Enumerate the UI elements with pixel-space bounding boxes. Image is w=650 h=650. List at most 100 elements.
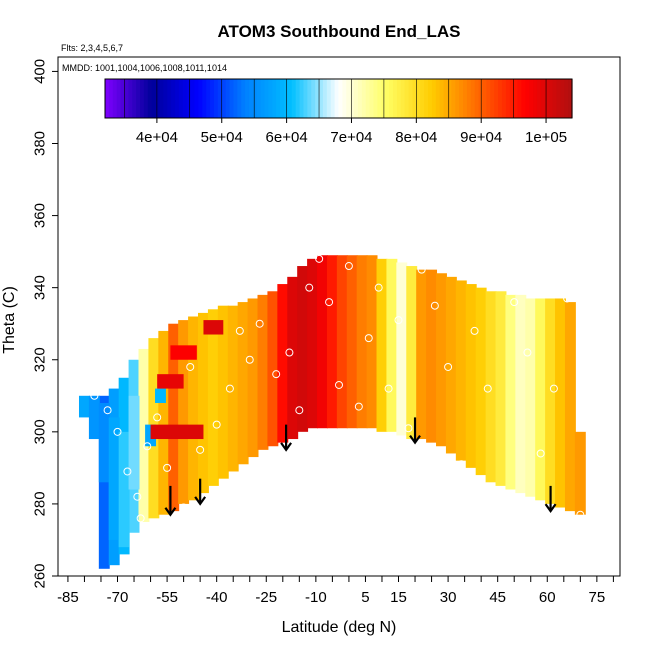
observation-marker	[235, 326, 244, 335]
colorbar-swatch	[552, 79, 558, 118]
colorbar-swatch	[498, 79, 503, 118]
observation-marker	[212, 420, 221, 429]
blue-patch-column	[108, 417, 120, 540]
colorbar-swatch	[256, 79, 262, 118]
field-column	[207, 309, 219, 486]
x-tick-label: 15	[390, 589, 407, 606]
field-column	[495, 291, 507, 486]
colorbar-swatch	[307, 79, 312, 118]
arrow-marker	[194, 478, 207, 506]
colorbar-swatch	[276, 79, 281, 118]
observation-marker	[179, 503, 188, 512]
colorbar-swatch	[326, 79, 332, 118]
colorbar-swatch	[525, 79, 530, 118]
field-column	[138, 348, 150, 522]
colorbar-swatch	[568, 79, 573, 118]
colorbar-swatch	[213, 79, 219, 118]
colorbar-swatch	[252, 79, 258, 118]
field-column	[535, 298, 547, 501]
colorbar-swatch	[420, 79, 425, 118]
colorbar-swatch	[463, 79, 468, 118]
y-axis-label: Theta (C)	[1, 286, 18, 354]
x-tick-label: 5	[361, 589, 369, 606]
field-column	[307, 258, 319, 429]
observation-marker	[272, 370, 281, 379]
observation-marker	[483, 384, 492, 393]
y-tick-label: 340	[32, 275, 49, 300]
arrow-layer	[164, 417, 557, 517]
field-column	[317, 255, 328, 429]
field-column	[574, 431, 586, 515]
y-tick-label: 320	[32, 347, 49, 372]
observation-marker	[344, 262, 353, 271]
field-column	[376, 258, 388, 432]
observation-marker	[136, 514, 145, 523]
observation-marker	[255, 319, 264, 328]
x-axis: -85 -70 -55 -40 -25 -10 5 15 30 45 60 75	[57, 576, 614, 606]
colorbar-swatch	[540, 79, 546, 118]
arrow-marker	[544, 485, 557, 514]
colorbar-swatch	[428, 79, 433, 118]
observation-marker	[153, 413, 162, 422]
colorbar-swatch	[291, 79, 297, 118]
colorbar-swatch	[116, 79, 122, 118]
observation-marker	[315, 254, 324, 263]
colorbar-swatch	[361, 79, 367, 118]
red-streak	[203, 320, 224, 335]
field-column	[356, 255, 368, 429]
colorbar-swatch	[217, 79, 223, 118]
observation-marker	[374, 283, 383, 292]
blue-patch-column	[145, 424, 157, 447]
field-column	[475, 287, 487, 476]
colorbar-swatch	[416, 79, 421, 118]
colorbar-swatch	[280, 79, 285, 118]
colorbar-swatch	[424, 79, 429, 118]
colorbar-swatch	[517, 79, 523, 118]
colorbar-swatch	[140, 79, 145, 118]
field-column	[455, 280, 467, 461]
colorbar-swatch	[272, 79, 277, 118]
colorbar-swatch	[392, 79, 398, 118]
colorbar-swatch	[354, 79, 359, 118]
colorbar-swatch	[151, 79, 157, 118]
field-column	[436, 273, 447, 447]
observation-marker	[444, 362, 453, 371]
colorbar-tick-label: 8e+04	[395, 129, 437, 146]
colorbar-swatch	[225, 79, 231, 118]
y-tick-label: 380	[32, 131, 49, 156]
flights-label: Flts: 2,3,4,5,6,7	[61, 43, 123, 53]
colorbar-swatch	[120, 79, 126, 118]
colorbar-swatch	[365, 79, 371, 118]
colorbar-swatch	[556, 79, 561, 118]
blue-patch-column	[88, 395, 100, 440]
colorbar-swatch	[194, 79, 199, 118]
field-column	[168, 323, 180, 512]
colorbar-swatch	[303, 79, 308, 118]
colorbar: 4e+04 5e+04 6e+04 7e+04 8e+04 9e+04 1e+05	[104, 78, 573, 146]
colorbar-swatch	[486, 79, 491, 118]
colorbar-swatch	[268, 79, 273, 118]
colorbar-swatch	[143, 79, 149, 118]
colorbar-swatch	[443, 79, 449, 118]
field-column	[257, 294, 269, 450]
colorbar-frame	[104, 78, 573, 119]
colorbar-tick-label: 1e+05	[525, 129, 567, 146]
observation-marker	[113, 427, 122, 436]
field-column	[277, 284, 289, 443]
field-column	[297, 266, 309, 432]
x-tick-label: -70	[107, 589, 129, 606]
colorbar-swatch	[112, 79, 118, 118]
field-column	[416, 269, 428, 440]
colorbar-swatch	[548, 79, 554, 118]
observation-marker	[496, 489, 505, 498]
colorbar-swatch	[319, 79, 324, 118]
colorbar-swatch	[105, 79, 110, 118]
field-column	[326, 255, 338, 429]
colorbar-swatch	[287, 79, 293, 118]
x-tick-label: -25	[255, 589, 277, 606]
observation-marker	[470, 326, 479, 335]
colorbar-swatch	[459, 79, 464, 118]
colorbar-swatch	[466, 79, 472, 118]
colorbar-swatch	[171, 79, 176, 118]
colorbar-swatch	[315, 79, 320, 118]
